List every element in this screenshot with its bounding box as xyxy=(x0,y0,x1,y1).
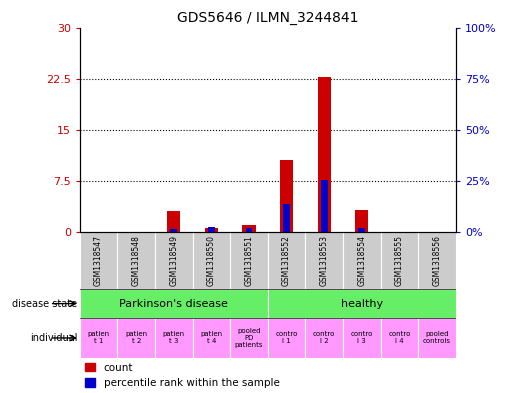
Text: GSM1318555: GSM1318555 xyxy=(395,235,404,286)
Text: GSM1318550: GSM1318550 xyxy=(207,235,216,286)
Text: individual: individual xyxy=(30,333,77,343)
Text: GSM1318549: GSM1318549 xyxy=(169,235,178,286)
Text: GSM1318551: GSM1318551 xyxy=(245,235,253,286)
Text: patien
t 2: patien t 2 xyxy=(125,331,147,345)
Bar xyxy=(155,318,193,358)
Text: contro
l 2: contro l 2 xyxy=(313,331,335,345)
Text: GSM1318554: GSM1318554 xyxy=(357,235,366,286)
Bar xyxy=(208,227,215,232)
Text: pooled
controls: pooled controls xyxy=(423,331,451,345)
Text: healthy: healthy xyxy=(341,299,383,309)
Bar xyxy=(193,232,230,289)
Bar xyxy=(381,232,418,289)
Bar xyxy=(305,318,343,358)
Bar xyxy=(117,318,155,358)
Bar xyxy=(243,225,255,232)
Text: GSM1318547: GSM1318547 xyxy=(94,235,103,286)
Bar xyxy=(230,318,268,358)
Bar xyxy=(358,228,365,232)
Bar xyxy=(418,318,456,358)
Bar xyxy=(80,318,117,358)
Bar xyxy=(167,211,180,232)
Bar xyxy=(343,232,381,289)
Text: patien
t 3: patien t 3 xyxy=(163,331,185,345)
Text: GSM1318552: GSM1318552 xyxy=(282,235,291,286)
Text: patien
t 4: patien t 4 xyxy=(200,331,222,345)
Bar xyxy=(117,232,155,289)
Bar xyxy=(268,318,305,358)
Bar xyxy=(193,318,230,358)
Title: GDS5646 / ILMN_3244841: GDS5646 / ILMN_3244841 xyxy=(177,11,358,25)
Bar xyxy=(418,232,456,289)
Bar xyxy=(246,228,252,232)
Bar xyxy=(170,229,177,232)
Bar xyxy=(318,77,331,232)
Bar xyxy=(268,232,305,289)
Bar xyxy=(321,180,328,232)
Bar xyxy=(355,210,368,232)
Bar xyxy=(268,289,456,318)
Text: patien
t 1: patien t 1 xyxy=(88,331,110,345)
Bar xyxy=(205,228,218,232)
Text: GSM1318556: GSM1318556 xyxy=(433,235,441,286)
Bar xyxy=(230,232,268,289)
Bar xyxy=(343,318,381,358)
Text: pooled
PD
patients: pooled PD patients xyxy=(235,328,263,348)
Bar xyxy=(280,160,293,232)
Bar xyxy=(283,204,290,232)
Text: Parkinson's disease: Parkinson's disease xyxy=(119,299,228,309)
Text: GSM1318553: GSM1318553 xyxy=(320,235,329,286)
Text: contro
l 1: contro l 1 xyxy=(276,331,298,345)
Text: disease state: disease state xyxy=(12,299,77,309)
Bar xyxy=(80,289,268,318)
Legend: count, percentile rank within the sample: count, percentile rank within the sample xyxy=(85,363,280,388)
Text: contro
l 4: contro l 4 xyxy=(388,331,410,345)
Text: contro
l 3: contro l 3 xyxy=(351,331,373,345)
Text: GSM1318548: GSM1318548 xyxy=(132,235,141,286)
Bar xyxy=(155,232,193,289)
Bar xyxy=(381,318,418,358)
Bar xyxy=(305,232,343,289)
Bar xyxy=(80,232,117,289)
